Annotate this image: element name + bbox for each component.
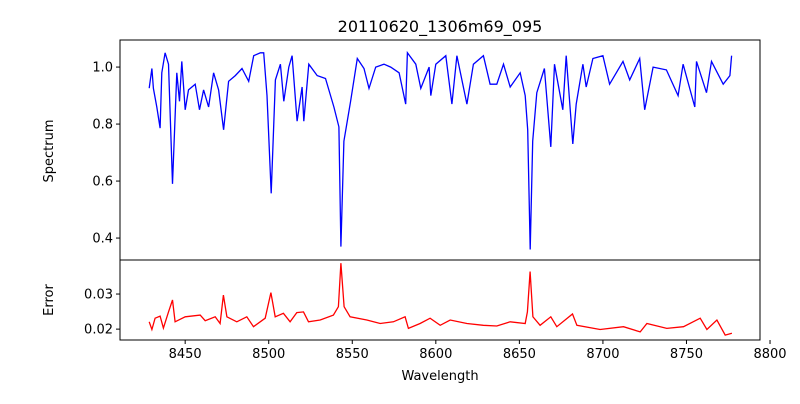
y-tick-label: 0.8: [92, 118, 113, 133]
y-axis-label-error: Error: [42, 284, 57, 316]
y-axis-label-spectrum: Spectrum: [42, 120, 57, 183]
x-tick-label: 8700: [586, 347, 619, 362]
x-tick-label: 8600: [419, 347, 452, 362]
x-tick-label: 8650: [503, 347, 536, 362]
y-tick-label: 0.02: [84, 323, 113, 338]
y-tick-label: 0.03: [84, 288, 113, 303]
x-tick-label: 8450: [169, 347, 202, 362]
y-tick-label: 1.0: [92, 61, 113, 76]
axes-frame: [119, 39, 761, 261]
axes-frame: [119, 259, 761, 341]
chart-title: 20110620_1306m69_095: [338, 17, 543, 37]
x-tick-label: 8500: [252, 347, 285, 362]
y-tick-label: 0.4: [92, 232, 113, 247]
x-tick-label: 8800: [753, 347, 786, 362]
spectrum-axes: 0.4 0.6 0.8 1.0: [92, 39, 761, 261]
x-tick-label: 8750: [670, 347, 703, 362]
spectrum-line: [148, 50, 733, 250]
error-axes: 0.02 0.03 8450 8500 8550 8600 8650 8700 8750 8800: [84, 259, 787, 362]
error-line: [148, 263, 733, 336]
x-tick-label: 8550: [336, 347, 369, 362]
x-axis-label: Wavelength: [401, 369, 478, 384]
y-tick-label: 0.6: [92, 175, 113, 190]
